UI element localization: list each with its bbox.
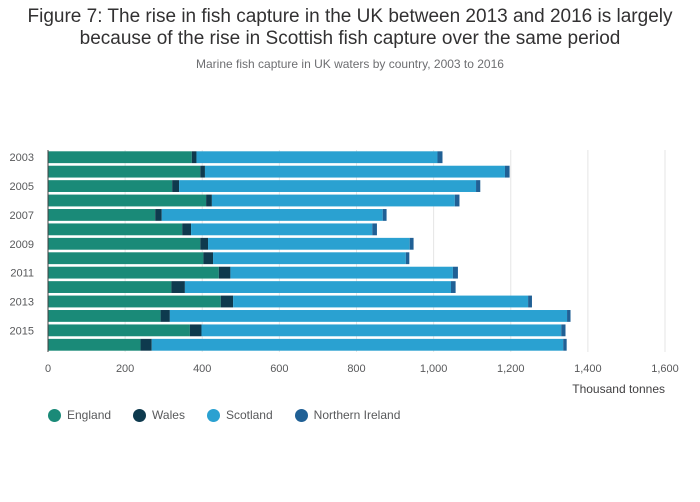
bar-northern-ireland[interactable]: 2012 Northern Ireland: 12 <box>450 281 456 293</box>
x-tick-label: 400 <box>193 363 211 375</box>
bar-england[interactable]: 2006 England: 410 <box>48 194 207 207</box>
legend-swatch-icon <box>48 408 61 422</box>
bar-northern-ireland[interactable]: 2010 Northern Ireland: 9 <box>405 252 410 265</box>
y-tick-label: 2011 <box>10 268 34 280</box>
bar-england[interactable]: 2003 England: 373 <box>48 151 192 164</box>
bar-wales[interactable]: 2008 Wales: 23 <box>182 223 192 236</box>
bar-england[interactable]: 2015 England: 368 <box>48 324 190 337</box>
bar-wales[interactable]: 2012 Wales: 35 <box>171 281 185 293</box>
bar-scotland[interactable]: 2015 Scotland: 933 <box>201 324 562 337</box>
bar-england[interactable]: 2008 England: 348 <box>48 223 183 236</box>
bar-northern-ireland[interactable]: 2003 Northern Ireland: 13 <box>437 151 443 164</box>
legend-label: Wales <box>152 408 185 422</box>
bar-northern-ireland[interactable]: 2005 Northern Ireland: 11 <box>476 180 481 192</box>
bar-england[interactable]: 2012 England: 320 <box>48 281 172 293</box>
bar-england[interactable]: 2009 England: 395 <box>48 237 201 250</box>
bar-wales[interactable]: 2016 Wales: 29 <box>140 338 152 351</box>
bar-scotland[interactable]: 2008 Scotland: 470 <box>191 223 373 236</box>
x-tick-label: 600 <box>270 363 288 375</box>
legend-label: Scotland <box>225 408 273 422</box>
bar-scotland[interactable]: 2010 Scotland: 500 <box>213 252 406 265</box>
bar-scotland[interactable]: 2012 Scotland: 690 <box>184 281 451 293</box>
legend-item-england[interactable]: England <box>48 408 111 422</box>
legend-item-northern-ireland[interactable]: Northern Ireland <box>294 408 401 422</box>
y-tick-label: 2015 <box>10 325 34 337</box>
x-tick-label: 0 <box>45 363 51 375</box>
bar-scotland[interactable]: 2009 Scotland: 523 <box>208 237 410 250</box>
bar-northern-ireland[interactable]: 2006 Northern Ireland: 12 <box>454 194 460 207</box>
chart-title-line-2: because of the rise in Scottish fish cap… <box>79 28 621 49</box>
legend-swatch-icon <box>206 408 220 422</box>
bar-england[interactable]: 2005 England: 322 <box>48 180 173 192</box>
chart-title: Figure 7: The rise in fish capture in th… <box>0 6 700 50</box>
bar-wales[interactable]: 2007 Wales: 17 <box>155 209 162 221</box>
legend-label: Northern Ireland <box>313 408 401 422</box>
bar-england[interactable]: 2013 England: 448 <box>48 295 221 308</box>
bar-northern-ireland[interactable]: 2009 Northern Ireland: 10 <box>409 237 414 250</box>
bar-england[interactable]: 2010 England: 403 <box>48 252 204 265</box>
y-tick-label: 2013 <box>10 297 34 309</box>
legend-item-scotland[interactable]: Scotland <box>206 408 273 422</box>
x-tick-label: 800 <box>347 363 365 375</box>
bar-wales[interactable]: 2014 Wales: 24 <box>160 310 170 322</box>
bar-scotland[interactable]: 2013 Scotland: 765 <box>233 295 529 308</box>
bar-wales[interactable]: 2006 Wales: 15 <box>206 194 212 207</box>
x-tick-label: 200 <box>116 363 134 375</box>
bar-northern-ireland[interactable]: 2013 Northern Ireland: 10 <box>528 295 532 308</box>
bar-northern-ireland[interactable]: 2011 Northern Ireland: 13 <box>452 266 458 279</box>
bar-northern-ireland[interactable]: 2015 Northern Ireland: 11 <box>561 324 566 337</box>
bar-northern-ireland[interactable]: 2014 Northern Ireland: 9 <box>567 310 571 322</box>
y-tick-label: 2003 <box>10 152 34 164</box>
bar-northern-ireland[interactable]: 2008 Northern Ireland: 12 <box>372 223 377 236</box>
chart-legend: England Wales Scotland Northern Ireland <box>48 408 400 422</box>
bar-scotland[interactable]: 2006 Scotland: 630 <box>211 194 455 207</box>
x-tick-label: 1,600 <box>651 363 679 375</box>
x-axis-title: Thousand tonnes <box>572 382 665 396</box>
legend-item-wales[interactable]: Wales <box>133 408 185 422</box>
bar-england[interactable]: 2014 England: 292 <box>48 310 161 322</box>
bar-scotland[interactable]: 2014 Scotland: 1030 <box>169 310 568 322</box>
bar-northern-ireland[interactable]: 2007 Northern Ireland: 10 <box>382 209 387 221</box>
legend-label: England <box>67 408 112 422</box>
legend-swatch-icon <box>294 408 308 422</box>
bar-scotland[interactable]: 2016 Scotland: 1067 <box>151 338 564 351</box>
bar-wales[interactable]: 2009 Wales: 20 <box>200 237 209 250</box>
x-tick-label: 1,000 <box>420 363 448 375</box>
bar-wales[interactable]: 2005 Wales: 18 <box>172 180 180 192</box>
chart-title-line-1: Figure 7: The rise in fish capture in th… <box>27 6 673 27</box>
bar-england[interactable]: 2016 England: 240 <box>48 338 141 351</box>
bar-northern-ireland[interactable]: 2016 Northern Ireland: 9 <box>563 338 567 351</box>
bar-wales[interactable]: 2013 Wales: 32 <box>220 295 234 308</box>
bar-wales[interactable]: 2015 Wales: 30 <box>189 324 202 337</box>
bar-wales[interactable]: 2003 Wales: 12 <box>191 151 197 164</box>
bar-scotland[interactable]: 2011 Scotland: 577 <box>230 266 453 279</box>
x-tick-label: 1,400 <box>574 363 602 375</box>
bar-wales[interactable]: 2011 Wales: 30 <box>218 266 231 279</box>
bar-scotland[interactable]: 2007 Scotland: 573 <box>161 209 383 221</box>
x-tick-label: 1,200 <box>497 363 525 375</box>
bar-england[interactable]: 2007 England: 278 <box>48 209 156 221</box>
y-tick-label: 2007 <box>10 210 34 222</box>
legend-swatch-icon <box>133 408 147 422</box>
bar-scotland[interactable]: 2005 Scotland: 770 <box>179 180 477 192</box>
y-tick-label: 2009 <box>10 239 34 251</box>
bar-wales[interactable]: 2010 Wales: 25 <box>203 252 214 265</box>
bar-scotland[interactable]: 2003 Scotland: 625 <box>196 151 438 164</box>
chart-subtitle: Marine fish capture in UK waters by coun… <box>196 57 504 71</box>
bar-england[interactable]: 2011 England: 443 <box>48 266 219 279</box>
y-tick-label: 2005 <box>10 181 34 193</box>
